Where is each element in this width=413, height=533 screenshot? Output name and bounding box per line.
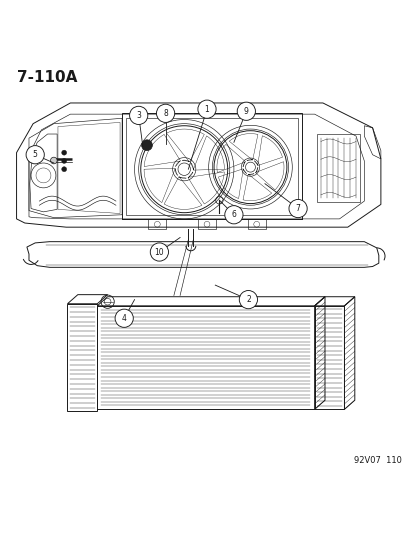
Text: 6: 6 — [231, 210, 236, 219]
Text: 92V07  110: 92V07 110 — [353, 456, 401, 465]
Bar — [122, 114, 301, 219]
Circle shape — [62, 158, 66, 164]
Circle shape — [239, 290, 257, 309]
Bar — [97, 306, 314, 409]
Bar — [314, 306, 344, 409]
Circle shape — [26, 146, 44, 164]
Text: 3: 3 — [136, 111, 141, 120]
Text: 9: 9 — [243, 107, 248, 116]
Text: 4: 4 — [121, 314, 126, 323]
Bar — [126, 118, 297, 215]
Circle shape — [129, 106, 147, 125]
Circle shape — [237, 102, 255, 120]
Text: 1: 1 — [204, 104, 209, 114]
Bar — [316, 134, 359, 203]
Circle shape — [50, 157, 57, 164]
Circle shape — [141, 140, 152, 151]
Circle shape — [115, 309, 133, 327]
Circle shape — [150, 243, 168, 261]
Circle shape — [197, 100, 216, 118]
Circle shape — [288, 199, 306, 217]
Bar — [67, 304, 97, 411]
Circle shape — [62, 167, 66, 172]
Text: 2: 2 — [245, 295, 250, 304]
Text: 7-110A: 7-110A — [17, 70, 77, 85]
Circle shape — [156, 104, 174, 123]
Text: 5: 5 — [33, 150, 38, 159]
Circle shape — [62, 150, 66, 155]
Text: 7: 7 — [295, 204, 300, 213]
Text: 10: 10 — [154, 247, 164, 256]
Circle shape — [224, 206, 242, 224]
Text: 8: 8 — [163, 109, 168, 118]
